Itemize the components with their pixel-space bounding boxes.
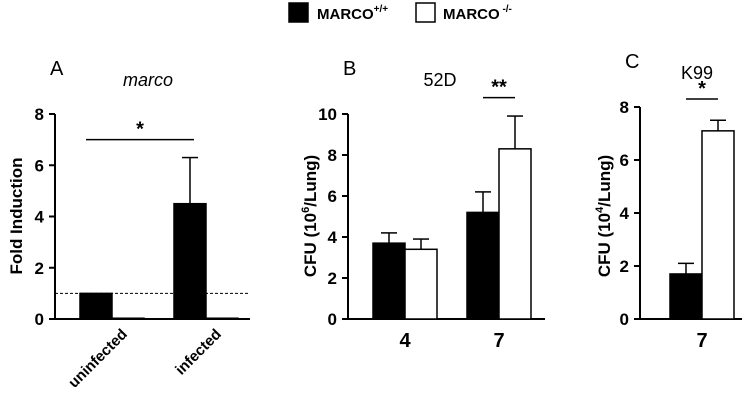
legend: MARCO+/+ MARCO -/- [288,2,512,23]
panel-a-bar [111,317,145,320]
panel-b-y-tick-label: 6 [328,187,337,206]
panel-c-y-tick-label: 0 [620,310,629,329]
panel-a-bar [173,202,207,320]
panel-c-title: K99 [681,63,713,83]
panel-c-letter: C [625,51,639,73]
panel-a-category-label: infected [172,326,225,379]
panel-b-title: 52D [423,70,456,90]
panel-c: C K99 CFU (104/Lung) 0 2 4 6 8 7 * [594,51,742,352]
panel-c-plot: 0 2 4 6 8 7 * [620,78,742,352]
panel-a-y-tick-label: 0 [35,310,44,329]
panel-a: A marco Fold Induction 0 2 4 6 8 uninfected in… [7,58,250,391]
panel-c-bar [701,130,735,320]
legend-swatch-knockout [415,2,436,23]
panel-c-y-tick-label: 4 [620,204,630,223]
legend-label-knockout: MARCO -/- [443,4,512,23]
panel-b-bar [404,248,438,320]
panel-c-y-tick-label: 8 [620,98,629,117]
panel-b-y-tick-label: 2 [328,269,337,288]
panel-b-letter: B [343,58,356,80]
panel-b-y-tick-label: 0 [328,310,337,329]
panel-c-category-label: 7 [696,330,707,352]
legend-swatch-wildtype [288,2,309,23]
panel-c-significance-label: * [698,78,706,100]
panel-c-ylabel: CFU (104/Lung) [594,155,614,277]
panel-b-y-tick-label: 8 [328,146,337,165]
panel-b-y-tick-label: 4 [328,228,338,247]
panel-b-bar [466,211,500,320]
panel-a-y-tick-label: 4 [35,208,45,227]
panel-a-y-tick-label: 2 [35,259,44,278]
panel-b-significance-label: ** [491,77,507,99]
panel-a-category-label: uninfected [65,326,131,392]
panel-a-y-tick-label: 8 [35,105,44,124]
panel-b-ylabel: CFU (106/Lung) [300,155,320,277]
panel-a-bar [79,292,113,320]
panel-a-letter: A [50,58,64,80]
panel-b-plot: 0 2 4 6 8 10 4 7 ** [318,77,545,352]
panel-a-ylabel: Fold Induction [7,157,26,274]
panel-b-category-label: 4 [399,330,411,352]
panel-c-bar [669,273,703,320]
panel-a-y-tick-label: 6 [35,156,44,175]
panel-a-plot: 0 2 4 6 8 uninfected infected * [35,105,250,391]
panel-b-bar [372,242,406,320]
panel-b: B 52D CFU (106/Lung) 0 2 4 6 8 10 4 7 ** [300,58,545,352]
panel-c-y-tick-label: 2 [620,257,629,276]
panel-a-significance-label: * [136,119,144,141]
panel-c-y-tick-label: 6 [620,151,629,170]
panel-b-y-tick-label: 10 [318,105,337,124]
panel-a-title: marco [123,70,173,90]
panel-a-bar [205,317,239,320]
panel-b-bar [498,148,532,320]
panel-b-category-label: 7 [493,330,504,352]
legend-label-wildtype: MARCO+/+ [317,4,388,23]
